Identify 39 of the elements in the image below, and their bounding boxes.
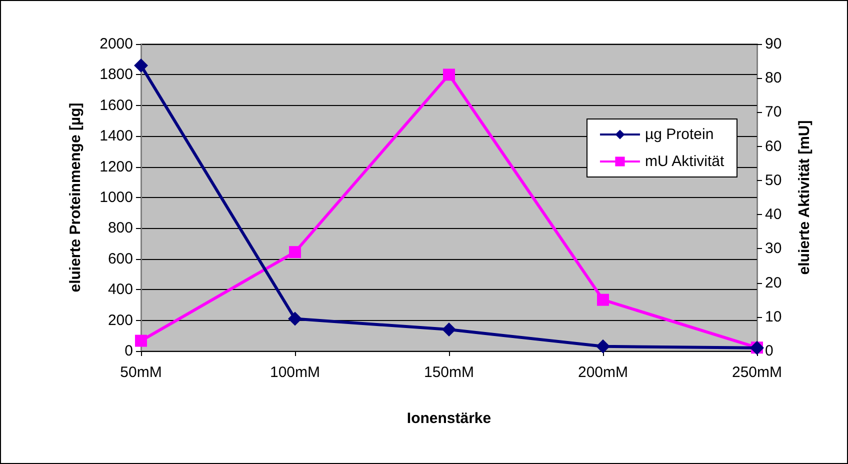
y-tick-label: 1000 bbox=[100, 189, 133, 206]
y2-tick-label: 80 bbox=[765, 70, 782, 87]
y2-tick-label: 70 bbox=[765, 104, 782, 121]
y-tick-label: 600 bbox=[108, 250, 133, 268]
x-tick-label: 50mM bbox=[120, 364, 162, 381]
x-tick-label: 250mM bbox=[732, 364, 782, 381]
y-axis-title: eluierte Proteinmenge [µg] bbox=[67, 102, 84, 292]
y-tick-label: 2000 bbox=[100, 36, 133, 52]
y-tick-label: 1200 bbox=[100, 158, 133, 176]
y2-tick-label: 0 bbox=[765, 342, 774, 360]
y-tick-label: 800 bbox=[108, 220, 133, 237]
y2-axis-title: eluierte Aktivität [mU] bbox=[796, 120, 813, 275]
point bbox=[289, 246, 301, 258]
y2-tick-label: 40 bbox=[765, 206, 782, 224]
x-tick-label: 100mM bbox=[270, 364, 320, 381]
y2-tick-label: 30 bbox=[765, 240, 782, 258]
point bbox=[442, 322, 456, 337]
legend-label: µg Protein bbox=[644, 126, 714, 143]
y2-tick-label: 20 bbox=[765, 274, 782, 292]
point bbox=[135, 334, 147, 347]
y-tick-label: 200 bbox=[108, 312, 133, 329]
x-tick-label: 200mM bbox=[578, 364, 628, 381]
y2-tick-label: 90 bbox=[765, 36, 782, 52]
y-tick-label: 1400 bbox=[100, 128, 133, 145]
x-tick-label: 150mM bbox=[424, 364, 474, 381]
y-tick-label: 1600 bbox=[100, 96, 133, 114]
y2-tick-label: 60 bbox=[765, 138, 782, 155]
point bbox=[134, 58, 148, 72]
y-tick-label: 0 bbox=[124, 342, 133, 360]
point bbox=[597, 294, 609, 306]
y-tick-label: 1800 bbox=[100, 66, 133, 84]
point bbox=[443, 68, 455, 81]
x-axis-title: Ionenstärke bbox=[406, 410, 492, 427]
legend-label: mU Aktivität bbox=[644, 153, 726, 170]
point bbox=[596, 339, 610, 354]
y-tick-label: 400 bbox=[108, 281, 133, 298]
point bbox=[288, 312, 302, 326]
y2-tick-label: 10 bbox=[765, 308, 782, 326]
y2-tick-label: 50 bbox=[765, 172, 782, 189]
